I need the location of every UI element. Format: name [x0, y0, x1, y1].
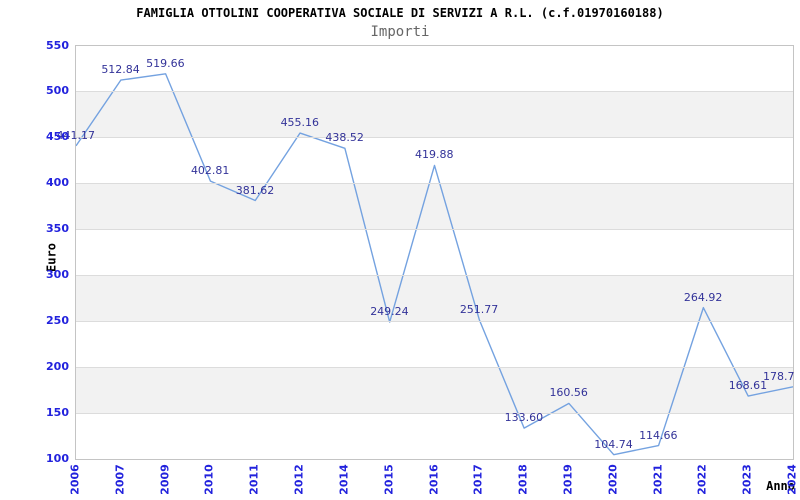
- gridline: [76, 320, 793, 322]
- data-point-label: 512.84: [101, 63, 140, 77]
- y-tick-label: 350: [46, 222, 69, 236]
- y-tick-label: 550: [46, 38, 69, 52]
- data-point-label: 168.61: [728, 379, 768, 393]
- x-tick-label: 2023: [740, 464, 754, 495]
- data-point-label: 441.17: [56, 128, 96, 142]
- gridline: [76, 412, 793, 414]
- x-tick-label: 2011: [247, 464, 261, 495]
- data-point-label: 381.62: [235, 183, 275, 197]
- x-tick-label: 2009: [158, 464, 172, 495]
- x-tick-label: 2006: [68, 464, 82, 495]
- gridline: [76, 137, 793, 139]
- y-tick-label: 150: [46, 405, 69, 419]
- gridline: [76, 183, 793, 185]
- x-tick-label: 2020: [606, 464, 620, 495]
- x-tick-label: 2014: [337, 464, 351, 495]
- data-point-label: 419.88: [415, 148, 454, 162]
- gridline: [76, 229, 793, 231]
- y-tick-label: 250: [46, 313, 69, 327]
- x-tick-label: 2010: [202, 464, 216, 495]
- chart-subtitle: Importi: [370, 24, 430, 40]
- data-point-label: 251.77: [459, 302, 499, 316]
- x-tick-label: 2016: [427, 464, 440, 495]
- data-point-label: 438.52: [325, 131, 364, 145]
- x-tick-label: 2024: [785, 464, 799, 495]
- gridline: [76, 91, 793, 93]
- gridline: [76, 274, 793, 276]
- data-point-label: 133.60: [504, 411, 544, 425]
- series-line: [76, 73, 793, 456]
- x-tick-label: 2012: [292, 464, 306, 495]
- y-tick-label: 300: [46, 267, 69, 281]
- y-tick-label: 450: [46, 130, 69, 144]
- x-tick-label: 2015: [382, 464, 396, 495]
- x-tick-label: 2022: [695, 464, 709, 495]
- data-point-label: 264.92: [683, 290, 723, 304]
- data-point-label: 519.66: [146, 56, 185, 70]
- y-tick-label: 500: [46, 84, 69, 98]
- gridline: [76, 366, 793, 368]
- data-point-label: 114.66: [639, 428, 678, 442]
- data-point-label: 455.16: [280, 116, 320, 130]
- chart-title: FAMIGLIA OTTOLINI COOPERATIVA SOCIALE DI…: [136, 6, 664, 20]
- x-tick-label: 2019: [561, 464, 575, 495]
- y-tick-label: 400: [46, 176, 69, 190]
- y-tick-label: 200: [46, 359, 69, 373]
- x-tick-label: 2017: [471, 464, 485, 495]
- data-point-label: 178.7: [763, 369, 795, 383]
- data-point-label: 249.24: [370, 305, 409, 319]
- data-point-label: 160.56: [549, 386, 588, 400]
- x-tick-label: 2007: [113, 464, 127, 495]
- y-tick-label: 100: [46, 451, 69, 465]
- plot-area: 441.17 512.84 519.66 402.81 381.62 455.16 438.…: [57, 45, 795, 460]
- x-axis-title: Anno: [766, 479, 795, 493]
- data-point-label: 104.74: [594, 437, 633, 451]
- x-tick-label: 2018: [516, 464, 530, 495]
- data-point-label: 402.81: [190, 164, 230, 178]
- x-tick-label: 2021: [651, 464, 665, 495]
